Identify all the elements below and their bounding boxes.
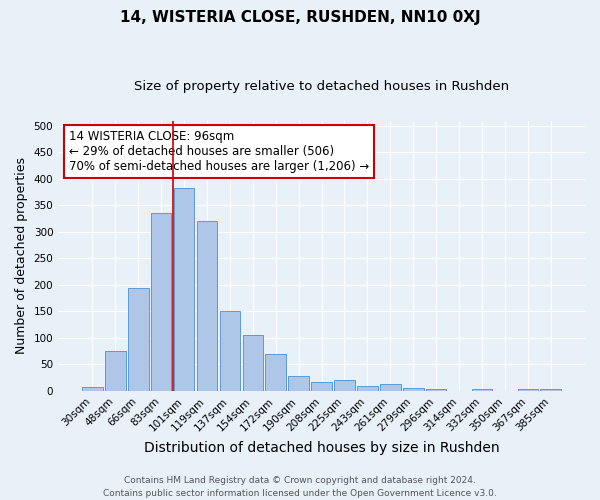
Title: Size of property relative to detached houses in Rushden: Size of property relative to detached ho… (134, 80, 509, 93)
Bar (82, 386, 103, 391)
Bar (105, 351, 125, 391)
Text: 14, WISTERIA CLOSE, RUSHDEN, NN10 0XJ: 14, WISTERIA CLOSE, RUSHDEN, NN10 0XJ (119, 10, 481, 25)
Bar (265, 354, 286, 391)
X-axis label: Distribution of detached houses by size in Rushden: Distribution of detached houses by size … (144, 441, 499, 455)
Bar (334, 380, 355, 391)
Bar (518, 390, 538, 391)
Bar (541, 390, 561, 391)
Y-axis label: Number of detached properties: Number of detached properties (15, 158, 28, 354)
Bar (426, 390, 446, 391)
Bar (174, 188, 194, 391)
Bar (197, 222, 217, 391)
Bar (380, 384, 401, 391)
Bar (311, 382, 332, 391)
Bar (220, 312, 240, 391)
Text: Contains HM Land Registry data © Crown copyright and database right 2024.
Contai: Contains HM Land Registry data © Crown c… (103, 476, 497, 498)
Text: 14 WISTERIA CLOSE: 96sqm
← 29% of detached houses are smaller (506)
70% of semi-: 14 WISTERIA CLOSE: 96sqm ← 29% of detach… (69, 130, 369, 173)
Bar (151, 214, 172, 391)
Bar (242, 336, 263, 391)
Bar (289, 376, 309, 391)
Bar (403, 388, 424, 391)
Bar (357, 386, 378, 391)
Bar (472, 390, 493, 391)
Bar (128, 288, 149, 391)
